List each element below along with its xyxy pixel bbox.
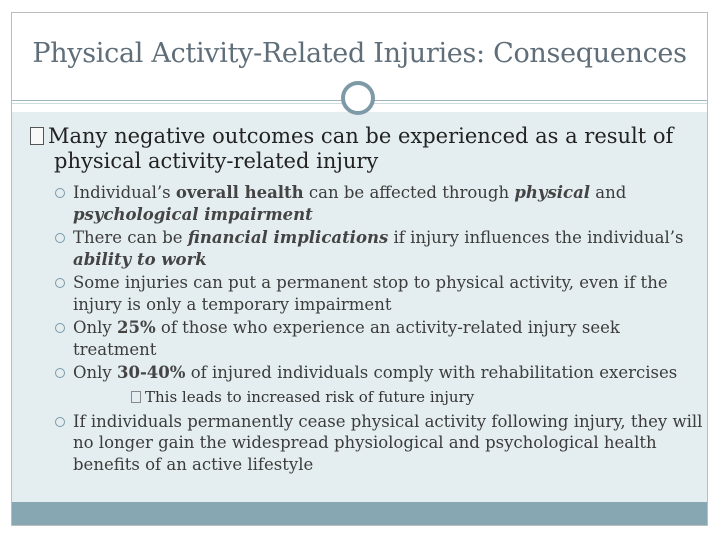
footer-bar	[12, 502, 707, 525]
item-text: of those who experience an activity-rela…	[73, 318, 620, 359]
slide-title: Physical Activity-Related Injuries: Cons…	[32, 38, 687, 69]
sub-sub-item: This leads to increased risk of future i…	[55, 387, 705, 407]
item-text: and	[590, 183, 627, 202]
list-item: If individuals permanently cease physica…	[55, 411, 705, 476]
circle-bullet-icon	[55, 368, 65, 378]
item-emphasis: psychological impairment	[73, 204, 313, 224]
circle-bullet-icon	[55, 188, 65, 198]
circle-bullet-icon	[55, 233, 65, 243]
main-bullet-line1: Many negative outcomes can be experience…	[48, 124, 674, 148]
item-emphasis: ability to work	[73, 249, 207, 269]
sub-sub-item-text: This leads to increased risk of future i…	[145, 387, 475, 406]
circle-bullet-icon	[55, 416, 65, 427]
sub-bullet-list: Individual’s overall health can be affec…	[55, 182, 705, 477]
item-emphasis: financial implications	[187, 228, 389, 247]
item-emphasis: physical	[514, 183, 591, 202]
item-emphasis: 25%	[117, 318, 156, 337]
list-item: Only 25% of those who experience an acti…	[55, 317, 705, 360]
square-bullet-icon	[131, 390, 141, 403]
item-text: of injured individuals comply with rehab…	[185, 363, 678, 382]
list-item: There can be financial implications if i…	[55, 227, 705, 270]
item-emphasis: overall health	[175, 183, 304, 202]
item-text: Only	[73, 318, 117, 337]
content-panel	[12, 112, 707, 502]
item-emphasis: 30-40%	[117, 363, 186, 382]
item-text: Only	[73, 363, 117, 382]
item-text: If individuals permanently cease physica…	[73, 411, 703, 474]
ring-ornament-icon	[341, 81, 375, 115]
main-bullet: Many negative outcomes can be experience…	[30, 124, 690, 174]
circle-bullet-icon	[55, 278, 65, 288]
item-text: Some injuries can put a permanent stop t…	[73, 273, 668, 314]
circle-bullet-icon	[55, 323, 65, 333]
list-item: Only 30-40% of injured individuals compl…	[55, 362, 705, 384]
list-item: Individual’s overall health can be affec…	[55, 182, 705, 225]
main-bullet-line2: physical activity-related injury	[54, 149, 379, 173]
square-bullet-icon	[30, 127, 44, 145]
item-text: if injury influences the individual’s	[388, 228, 684, 247]
item-text: There can be	[73, 228, 188, 247]
item-text: can be affected through	[303, 183, 515, 202]
item-text: Individual’s	[73, 183, 176, 202]
list-item: Some injuries can put a permanent stop t…	[55, 272, 705, 315]
